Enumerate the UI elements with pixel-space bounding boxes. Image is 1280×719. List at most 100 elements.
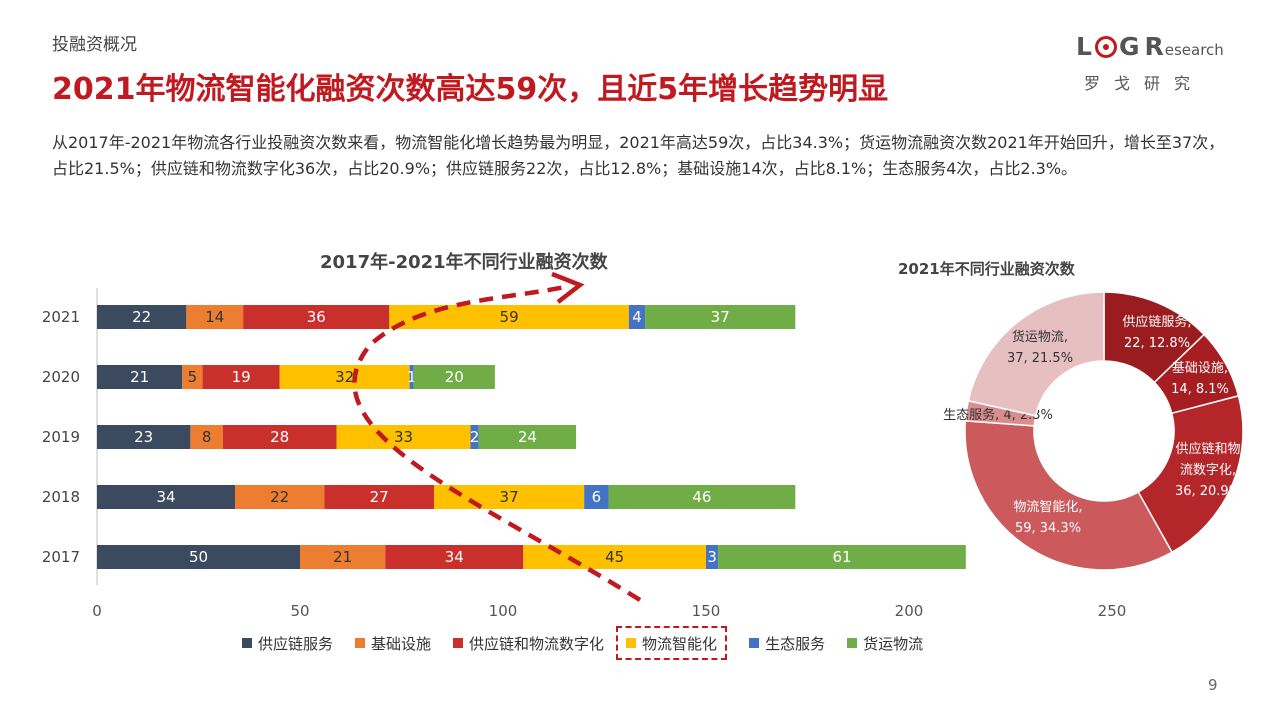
y-category-label: 2017	[42, 548, 80, 566]
y-category-label: 2019	[42, 428, 80, 446]
data-label: 46	[692, 488, 711, 506]
bar-segment	[235, 485, 325, 509]
bar-segment	[389, 305, 629, 329]
data-label: 34	[156, 488, 175, 506]
x-tick-label: 50	[290, 602, 309, 620]
bar-segment	[470, 425, 479, 449]
data-label: 24	[518, 428, 537, 446]
bar-segment	[300, 545, 386, 569]
bar-segment	[718, 545, 966, 569]
summary-paragraph: 从2017年-2021年物流各行业投融资次数来看，物流智能化增长趋势最为明显，2…	[52, 133, 1225, 178]
legend-swatch	[242, 638, 252, 648]
bar-segment	[97, 545, 300, 569]
donut-slice-label: 供应链和物	[1175, 441, 1240, 457]
bar-segment	[97, 365, 183, 389]
data-label: 14	[205, 308, 224, 326]
legend-label: 基础设施	[371, 634, 432, 653]
donut-slice	[967, 291, 1105, 417]
bar-segment	[190, 425, 223, 449]
donut-slice	[1137, 394, 1244, 554]
data-label: 2	[470, 428, 480, 446]
bar-segment	[97, 485, 236, 509]
legend-label: 生态服务	[765, 634, 826, 653]
legend-swatch	[847, 638, 858, 648]
x-tick-label: 150	[692, 602, 721, 620]
legend-item: 供应链和物流数字化	[453, 628, 604, 658]
bar-segment	[478, 425, 577, 449]
logo: L G Research 罗戈研究	[1076, 32, 1236, 93]
data-label: 23	[134, 428, 153, 446]
data-label: 20	[445, 368, 464, 386]
data-label: 28	[270, 428, 289, 446]
donut-slice-label: 14, 8.1%	[1171, 382, 1229, 397]
bar-segment	[182, 365, 203, 389]
legend-label: 供应链服务	[258, 634, 334, 653]
bar-segment	[706, 545, 719, 569]
bar-segment	[97, 305, 187, 329]
bar-segment	[433, 485, 585, 509]
data-label: 50	[189, 548, 208, 566]
data-label: 27	[370, 488, 389, 506]
data-label: 36	[307, 308, 326, 326]
data-label: 22	[132, 308, 151, 326]
bar-segment	[97, 425, 191, 449]
y-category-label: 2021	[42, 308, 80, 326]
bar-segment	[409, 365, 414, 389]
donut-slice-label: 22, 12.8%	[1124, 336, 1190, 351]
bar-segment	[385, 545, 524, 569]
data-label: 6	[592, 488, 602, 506]
bar-chart-title: 2017年-2021年不同行业融资次数	[320, 252, 608, 273]
data-label: 61	[832, 548, 851, 566]
bar-segment	[243, 305, 390, 329]
data-label: 21	[333, 548, 352, 566]
legend-item: 货运物流	[847, 628, 923, 658]
logo-chinese: 罗戈研究	[1084, 74, 1205, 93]
data-label: 21	[130, 368, 149, 386]
bar-segment	[628, 305, 646, 329]
bar-segment	[222, 425, 337, 449]
page-number: 9	[1208, 676, 1218, 694]
x-tick-label: 0	[92, 602, 102, 620]
donut-slice-label: 基础设施,	[1172, 361, 1228, 376]
bar-segment	[324, 485, 434, 509]
data-label: 59	[500, 308, 519, 326]
legend-label: 供应链和物流数字化	[469, 634, 605, 653]
bar-segment	[645, 305, 796, 329]
bar-segment	[186, 305, 244, 329]
donut-slice-label: 37, 21.5%	[1007, 351, 1073, 366]
bar-segment	[279, 365, 410, 389]
data-label: 4	[632, 308, 642, 326]
pie-chart-title: 2021年不同行业融资次数	[898, 260, 1075, 278]
donut-slice-label: 供应链服务,	[1122, 314, 1191, 330]
legend-swatch	[626, 638, 637, 648]
donut-slice-label: 流数字化,	[1180, 463, 1236, 478]
logo-wordmark: L G Research	[1076, 32, 1224, 61]
legend-label: 货运物流	[863, 634, 924, 653]
x-tick-label: 100	[489, 602, 518, 620]
data-label: 1	[407, 368, 417, 386]
legend-swatch	[749, 638, 760, 648]
legend-label: 物流智能化	[642, 634, 718, 653]
data-label: 32	[335, 368, 354, 386]
legend-item: 物流智能化	[616, 626, 728, 660]
data-label: 37	[500, 488, 519, 506]
x-tick-label: 200	[895, 602, 924, 620]
data-label: 22	[270, 488, 289, 506]
data-label: 8	[202, 428, 212, 446]
target-icon	[1094, 36, 1117, 58]
data-label: 34	[445, 548, 464, 566]
bar-segment	[584, 485, 609, 509]
legend-swatch	[453, 638, 464, 648]
donut-slice-label: 59, 34.3%	[1015, 521, 1081, 536]
data-label: 33	[394, 428, 413, 446]
legend-item: 供应链服务	[242, 628, 333, 658]
bar-segment	[413, 365, 495, 389]
data-label: 5	[188, 368, 198, 386]
data-label: 45	[605, 548, 624, 566]
bar-chart-legend: 供应链服务 基础设施 供应链和物流数字化 物流智能化 生态服务 货运物流	[242, 626, 945, 660]
y-category-label: 2018	[42, 488, 80, 506]
data-label: 3	[707, 548, 717, 566]
trend-arrow	[352, 271, 642, 602]
donut-slice-label: 货运物流,	[1012, 329, 1068, 345]
